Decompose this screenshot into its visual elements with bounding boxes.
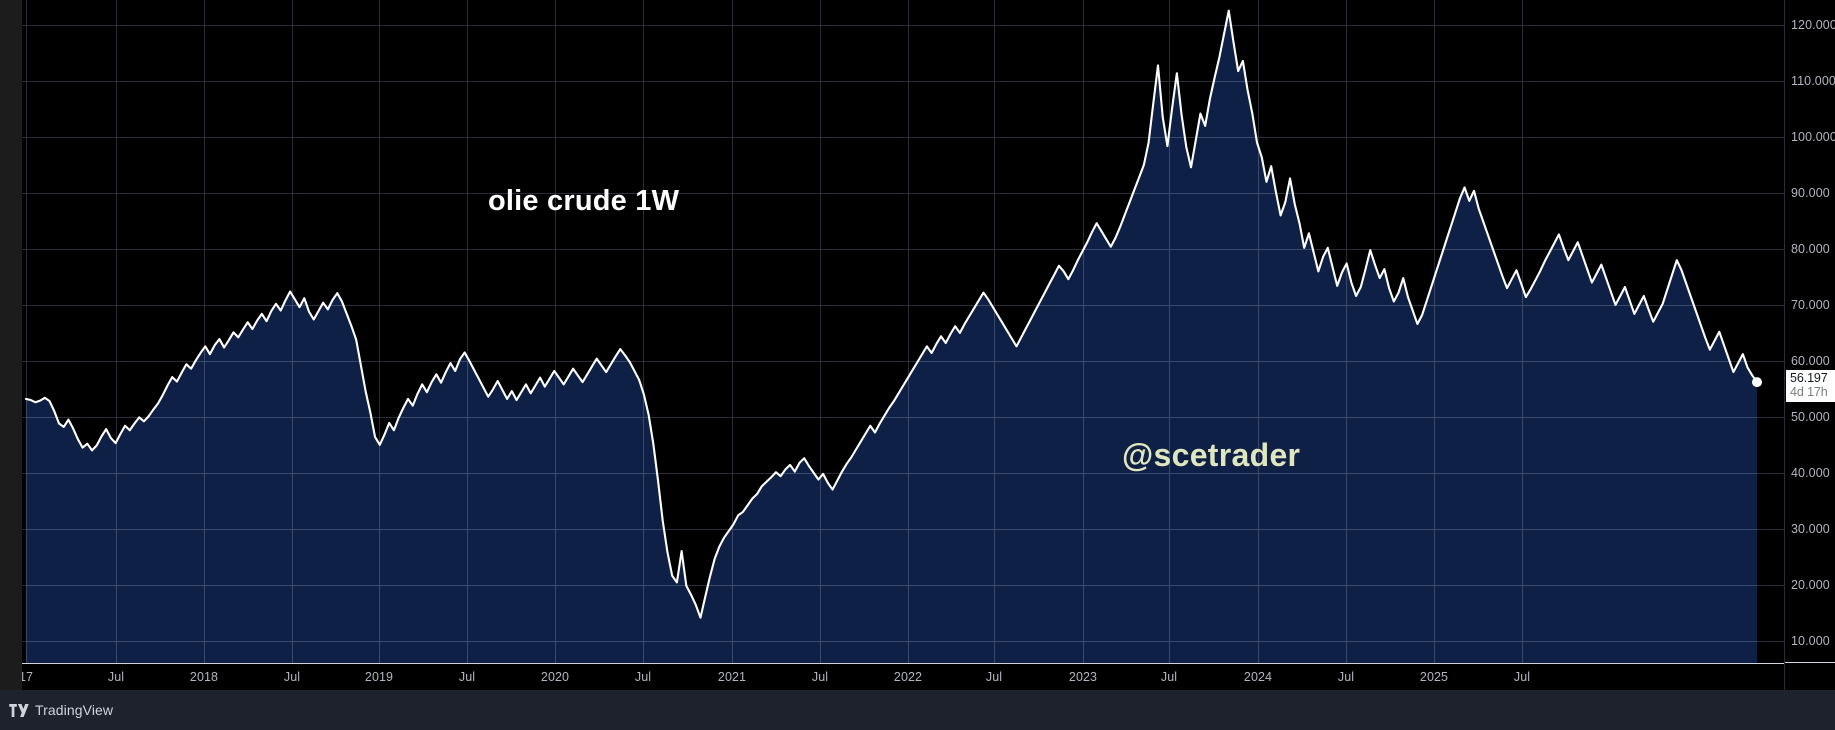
time-tick-label: Jul	[107, 670, 125, 684]
time-tick-label: 2022	[893, 670, 923, 684]
current-price-value: 56.197	[1790, 371, 1828, 386]
price-line	[24, 9, 1759, 619]
bar-countdown: 4d 17h	[1790, 384, 1828, 399]
time-tick-label: 2020	[540, 670, 570, 684]
time-tick-label: Jul	[1513, 670, 1531, 684]
price-tick-label: 80.000	[1791, 242, 1830, 256]
time-tick-label: 2025	[1419, 670, 1449, 684]
price-tick-label: 40.000	[1791, 465, 1830, 480]
price-tick-label: 100.000	[1791, 130, 1835, 145]
price-tick-label: 70.000	[1791, 297, 1830, 312]
time-tick-label: Jul	[985, 670, 1003, 684]
price-tick-label: 120.000	[1791, 18, 1835, 33]
time-tick-label: 2023	[1068, 670, 1098, 684]
time-tick-label: Jul	[1160, 670, 1178, 684]
time-tick-label: Jul	[283, 670, 301, 684]
chart-pane[interactable]: olie crude 1W @scetrader 17 Jul 2018 Jul 201…	[22, 0, 1806, 690]
tradingview-logo[interactable]: TradingView	[9, 702, 113, 718]
time-tick-label: Jul	[634, 670, 652, 684]
time-tick-label: Jul	[458, 670, 476, 684]
time-tick-label: 2018	[189, 670, 219, 684]
time-tick-label: 2019	[364, 670, 394, 684]
price-series-svg	[22, 0, 1806, 663]
tradingview-logo-icon	[9, 703, 29, 717]
left-gutter	[0, 0, 22, 690]
price-tick-label: 20.000	[1791, 577, 1830, 592]
price-tick-label: 90.000	[1791, 186, 1830, 200]
time-tick-label: Jul	[811, 670, 829, 684]
price-tick-label: 10.000	[1791, 633, 1830, 648]
time-tick-label: 2024	[1243, 670, 1273, 684]
last-price-marker	[1752, 377, 1762, 388]
tradingview-label: TradingView	[35, 702, 114, 718]
status-bar: TradingView	[0, 690, 1835, 730]
current-price-tag: 56.197 4d 17h	[1786, 370, 1835, 403]
time-axis[interactable]: 17 Jul 2018 Jul 2019 Jul 2020 Jul 2021 Jul 2022 Jul…	[22, 663, 1806, 690]
price-tick-label: 50.000	[1791, 409, 1830, 424]
price-axis[interactable]: 56.197 4d 17h 10.000 20.000 30.000 40.000 50…	[1784, 0, 1835, 690]
time-tick-label: 17	[22, 670, 34, 684]
time-tick-label: Jul	[1337, 670, 1355, 684]
price-axis-divider	[1785, 662, 1835, 663]
price-tick-label: 110.000	[1791, 74, 1835, 89]
time-tick-label: 2021	[717, 670, 747, 684]
area-fill	[26, 10, 1757, 663]
plot-area[interactable]: olie crude 1W @scetrader	[22, 0, 1806, 663]
price-tick-label: 60.000	[1791, 353, 1830, 368]
price-tick-label: 30.000	[1791, 521, 1830, 536]
